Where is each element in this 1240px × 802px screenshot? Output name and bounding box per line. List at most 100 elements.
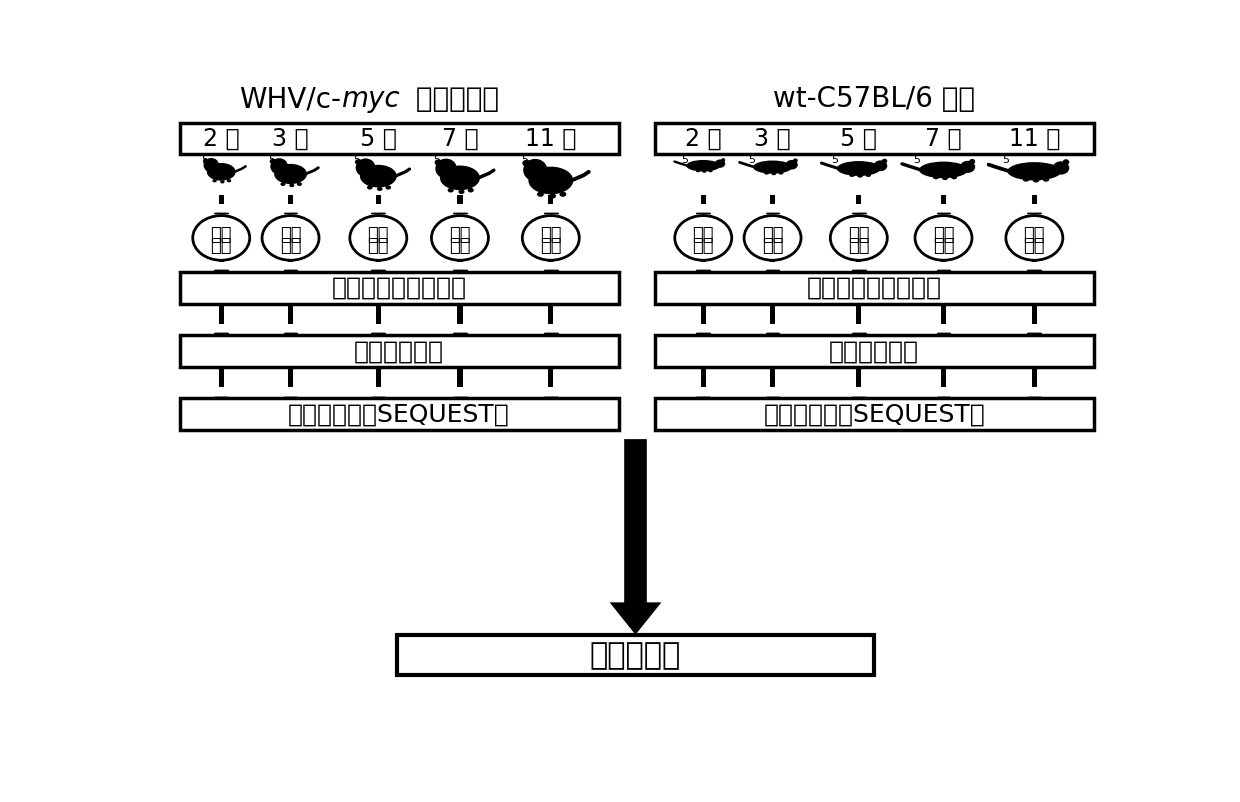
Text: 肝脏: 肝脏 <box>280 226 301 244</box>
Ellipse shape <box>915 216 972 261</box>
Text: 组织: 组织 <box>692 237 714 255</box>
Ellipse shape <box>350 216 407 261</box>
Ellipse shape <box>1043 177 1049 182</box>
Text: 无标记定量: 无标记定量 <box>590 641 681 670</box>
Text: 肝脏: 肝脏 <box>541 226 562 244</box>
Bar <box>655 398 1094 431</box>
Text: 组织: 组织 <box>541 237 562 255</box>
Ellipse shape <box>794 159 797 163</box>
Ellipse shape <box>1033 178 1039 183</box>
Ellipse shape <box>744 216 801 261</box>
Ellipse shape <box>951 176 957 180</box>
Text: 数据库检索（SEQUEST）: 数据库检索（SEQUEST） <box>764 403 985 426</box>
Bar <box>701 306 706 324</box>
Text: 3 月: 3 月 <box>754 127 791 151</box>
Text: 5: 5 <box>433 155 440 165</box>
Ellipse shape <box>270 158 288 175</box>
Ellipse shape <box>459 189 465 194</box>
Ellipse shape <box>942 176 949 180</box>
Bar <box>180 272 619 304</box>
Text: 肝脏: 肝脏 <box>848 226 869 244</box>
Ellipse shape <box>714 160 725 168</box>
Ellipse shape <box>1007 162 1061 180</box>
Ellipse shape <box>448 188 454 192</box>
Bar <box>1032 306 1037 324</box>
Ellipse shape <box>537 192 544 196</box>
Ellipse shape <box>549 193 556 199</box>
Text: 11 月: 11 月 <box>1008 127 1060 151</box>
Ellipse shape <box>274 164 308 184</box>
Bar <box>180 335 619 367</box>
Bar <box>941 306 946 324</box>
Ellipse shape <box>686 160 720 172</box>
Ellipse shape <box>708 170 713 172</box>
Bar <box>218 195 224 204</box>
Text: 5: 5 <box>914 155 920 165</box>
Text: 数据库检索（SEQUEST）: 数据库检索（SEQUEST） <box>288 403 510 426</box>
Bar <box>701 195 706 204</box>
Text: 肽段分级分离: 肽段分级分离 <box>830 339 919 363</box>
Text: 5: 5 <box>748 155 755 165</box>
Ellipse shape <box>386 185 391 189</box>
Ellipse shape <box>262 216 319 261</box>
Ellipse shape <box>779 172 784 175</box>
Text: 肝脏: 肝脏 <box>449 226 471 244</box>
Bar <box>548 306 553 324</box>
Ellipse shape <box>722 158 725 162</box>
Ellipse shape <box>360 164 397 188</box>
Ellipse shape <box>221 180 224 184</box>
Bar <box>655 335 1094 367</box>
Ellipse shape <box>559 192 567 196</box>
Ellipse shape <box>702 170 707 172</box>
Ellipse shape <box>786 160 797 169</box>
Ellipse shape <box>919 161 968 178</box>
Bar <box>376 306 381 324</box>
Text: 转基因小鼠: 转基因小鼠 <box>407 85 498 113</box>
Text: 肝脏: 肝脏 <box>1023 226 1045 244</box>
Text: 组织: 组织 <box>280 237 301 255</box>
Text: 组织: 组织 <box>848 237 869 255</box>
Text: 组织: 组织 <box>211 237 232 255</box>
Ellipse shape <box>207 163 236 180</box>
Bar <box>548 195 553 204</box>
Ellipse shape <box>227 179 231 182</box>
Text: 肝脏: 肝脏 <box>761 226 784 244</box>
Text: 2 月: 2 月 <box>203 127 239 151</box>
Text: 5 月: 5 月 <box>360 127 397 151</box>
Ellipse shape <box>435 159 456 179</box>
Bar <box>770 195 775 204</box>
Text: 5: 5 <box>268 155 275 165</box>
Text: 2 月: 2 月 <box>684 127 722 151</box>
Text: 溶液中胰蛋白酶消化: 溶液中胰蛋白酶消化 <box>807 276 941 300</box>
Polygon shape <box>614 441 657 631</box>
Bar <box>701 369 706 387</box>
Ellipse shape <box>882 159 888 164</box>
Bar <box>288 306 293 324</box>
Ellipse shape <box>203 158 219 172</box>
Ellipse shape <box>675 216 732 261</box>
Ellipse shape <box>696 170 701 172</box>
Bar <box>856 306 862 324</box>
Bar <box>1032 369 1037 387</box>
Bar <box>548 369 553 387</box>
Text: WHV/c-: WHV/c- <box>239 85 341 113</box>
Ellipse shape <box>270 159 277 164</box>
Bar <box>458 306 463 324</box>
Text: 5: 5 <box>522 155 528 165</box>
Text: wt-C57BL/6 小鼠: wt-C57BL/6 小鼠 <box>774 85 975 113</box>
Text: 组织: 组织 <box>932 237 955 255</box>
Text: 组织: 组织 <box>367 237 389 255</box>
Bar <box>655 124 1094 154</box>
Ellipse shape <box>280 182 285 186</box>
Text: 肝脏: 肝脏 <box>932 226 955 244</box>
Ellipse shape <box>960 161 975 173</box>
Bar <box>180 398 619 431</box>
Ellipse shape <box>356 159 376 177</box>
Ellipse shape <box>367 185 373 189</box>
Ellipse shape <box>528 167 573 194</box>
Bar <box>770 369 775 387</box>
Ellipse shape <box>434 160 443 165</box>
Ellipse shape <box>440 165 480 190</box>
Ellipse shape <box>1063 160 1069 165</box>
Text: 组织: 组织 <box>761 237 784 255</box>
